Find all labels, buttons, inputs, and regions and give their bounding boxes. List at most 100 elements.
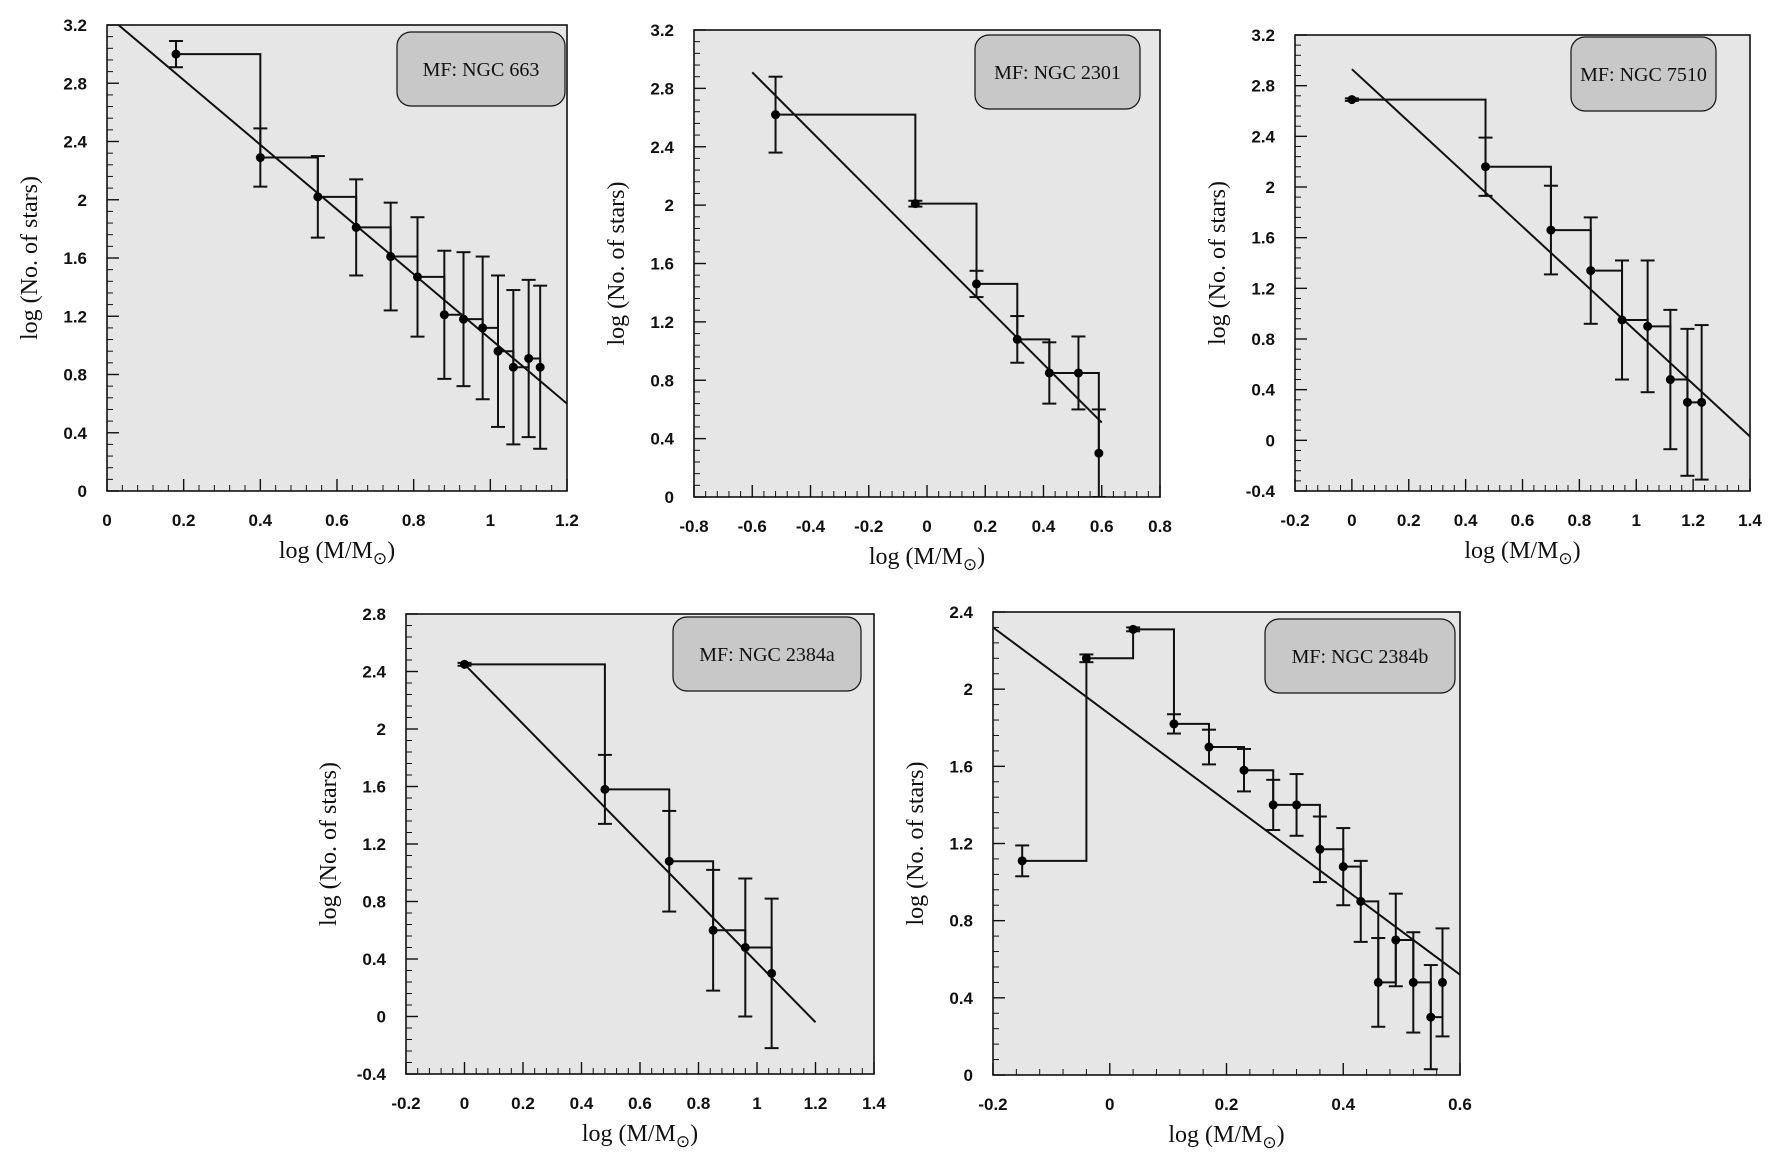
y-tick-label: 0: [78, 482, 87, 501]
x-tick-label: 0.2: [973, 517, 997, 536]
y-tick-label: 2.8: [362, 605, 386, 624]
step-histogram: [464, 663, 773, 974]
data-point: [1697, 397, 1707, 407]
data-point: [439, 310, 449, 320]
x-tick-label: 0.8: [1568, 511, 1592, 530]
x-tick-label: 0.2: [1215, 1095, 1239, 1114]
x-tick-label: 0.4: [1032, 517, 1056, 536]
x-tick-label: -0.8: [679, 517, 708, 536]
y-tick-label: 0.4: [949, 989, 973, 1008]
x-tick-label: 1: [1632, 511, 1641, 530]
x-tick-label: 0: [102, 511, 111, 530]
x-tick-label: 0: [922, 517, 931, 536]
data-point: [664, 856, 674, 866]
y-tick-label: 1.2: [1251, 279, 1275, 298]
x-axis-title: log (M/M⊙): [1464, 538, 1580, 568]
data-point: [171, 49, 181, 59]
data-point: [386, 252, 396, 262]
chart-panel-1: 0 0.2 0.4 0.6 0.8 1 1.2 0 0.4 0.8 1.2 1.6 2 2.4 2.8 3.2…: [17, 16, 579, 568]
x-tick-label: 0.2: [511, 1094, 535, 1113]
y-tick-label: 0: [1266, 431, 1275, 450]
x-tick-label: 0.8: [687, 1094, 711, 1113]
fit-line: [751, 71, 1103, 424]
y-tick-label: 2.8: [650, 79, 674, 98]
x-axis-title-close: ): [977, 544, 985, 570]
data-point: [1128, 624, 1138, 634]
data-point: [767, 968, 777, 978]
data-point: [972, 279, 982, 289]
sun-symbol: ⊙: [1558, 549, 1572, 568]
x-tick-label: 1: [752, 1094, 761, 1113]
fit-line: [117, 25, 567, 405]
x-axis-title-close: ): [387, 538, 395, 564]
y-tick-label: 2.4: [1251, 127, 1275, 146]
y-tick-label: 0.4: [362, 950, 386, 969]
legend-box: [672, 616, 862, 692]
y-axis-title: log (No. of stars): [1205, 181, 1231, 345]
data-point: [1617, 315, 1627, 325]
x-axis-title: log (M/M⊙): [582, 1121, 698, 1151]
data-point: [1643, 321, 1653, 331]
data-point: [1347, 95, 1357, 105]
x-axis-title-text: log (M/M: [1464, 538, 1558, 564]
y-tick-label: 0.8: [650, 371, 674, 390]
y-tick-label: 0.8: [1251, 330, 1275, 349]
x-axis-title-close: ): [1277, 1122, 1285, 1148]
x-tick-label: 0.6: [325, 511, 349, 530]
x-tick-label: 0.4: [1331, 1095, 1355, 1114]
data-point: [708, 925, 718, 935]
y-tick-label: 1.2: [63, 307, 87, 326]
y-tick-label: 0: [377, 1008, 386, 1027]
y-tick-label: 1.6: [949, 757, 973, 776]
x-tick-label: 1.4: [862, 1094, 886, 1113]
y-axis-title: log (No. of stars): [604, 182, 630, 346]
data-point: [459, 314, 468, 324]
x-axis-title-close: ): [1573, 538, 1581, 564]
x-axis-title-text: log (M/M: [582, 1121, 676, 1147]
y-tick-label: 0.8: [63, 366, 87, 385]
chart-panel-5: -0.2 0 0.2 0.4 0.6 0 0.4 0.8 1.2 1.6 2 2.4 log (M/M⊙…: [903, 603, 1472, 1152]
x-tick-label: 1: [486, 511, 495, 530]
y-tick-label: 0.8: [949, 912, 973, 931]
data-point: [1665, 375, 1675, 385]
x-tick-label: 0: [460, 1094, 469, 1113]
x-tick-label: 1.2: [804, 1094, 828, 1113]
data-point: [313, 192, 323, 202]
y-tick-label: -0.4: [1246, 482, 1276, 501]
y-tick-label: 0.8: [362, 893, 386, 912]
data-layer: [1344, 68, 1750, 481]
y-tick-label: 0.4: [63, 424, 87, 443]
data-point: [1081, 653, 1091, 663]
data-point: [1391, 935, 1401, 945]
data-point: [1426, 1012, 1436, 1022]
data-point: [524, 353, 534, 363]
y-tick-label: 2: [665, 196, 674, 215]
x-tick-label: 0.4: [570, 1094, 594, 1113]
y-tick-label: 0: [665, 488, 674, 507]
data-point: [460, 659, 469, 669]
y-tick-label: 2.4: [362, 663, 386, 682]
data-point: [1546, 225, 1556, 235]
x-tick-label: -0.2: [978, 1095, 1007, 1114]
y-tick-label: 3.2: [63, 16, 87, 35]
x-tick-label: 0.4: [249, 511, 273, 530]
fit-line: [463, 663, 817, 1023]
y-tick-label: 2.4: [949, 603, 973, 622]
x-tick-label: -0.6: [738, 517, 767, 536]
data-layer: [117, 25, 567, 450]
x-tick-label: -0.2: [391, 1094, 420, 1113]
data-point: [1315, 844, 1325, 854]
data-point: [1017, 856, 1027, 866]
y-tick-label: 1.6: [362, 778, 386, 797]
x-tick-label: 0.6: [1448, 1095, 1472, 1114]
x-tick-label: -0.4: [796, 517, 826, 536]
x-tick-label: 0: [1347, 511, 1356, 530]
data-point: [1338, 862, 1348, 872]
data-point: [478, 323, 488, 333]
sun-symbol: ⊙: [1262, 1133, 1276, 1152]
data-point: [1239, 765, 1249, 775]
legend-label: MF: NGC 7510: [1580, 64, 1707, 86]
x-axis-title-close: ): [690, 1121, 698, 1147]
data-point: [351, 222, 361, 232]
